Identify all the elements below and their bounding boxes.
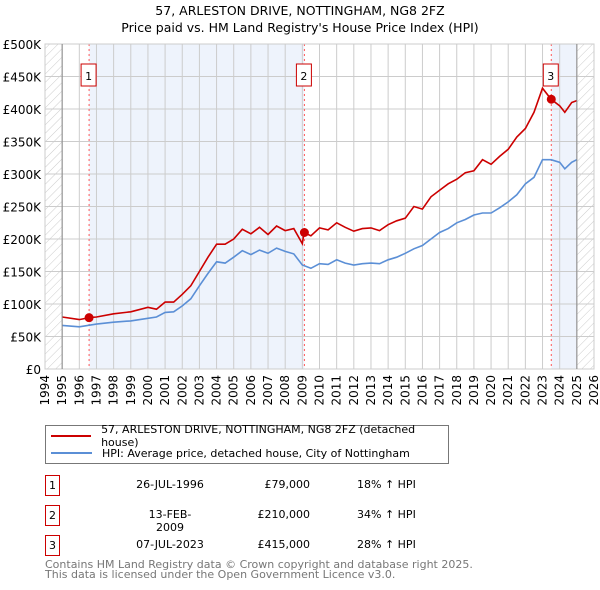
sale-point xyxy=(546,94,556,104)
plot-area: 1 2 3 £0 £50K £100K £150K £200K £250K £300K £350K £… xyxy=(3,38,600,406)
x-tick-label: 2023 xyxy=(536,375,550,406)
sale-label-box xyxy=(542,63,559,87)
x-tick-label: 2008 xyxy=(278,375,292,406)
x-tick-label: 1995 xyxy=(55,375,69,406)
x-tick-label: 2003 xyxy=(192,375,206,406)
sale-price: £210,000 xyxy=(257,508,311,521)
sale-point xyxy=(299,228,309,237)
sale-label: 1 xyxy=(85,70,92,83)
sale-date: 26-JUL-1996 xyxy=(136,478,204,491)
x-tick-label: 2022 xyxy=(518,375,532,406)
y-tick-label: £200K xyxy=(3,233,43,247)
sale-price: £79,000 xyxy=(264,478,311,491)
sale-marker: 3 xyxy=(45,535,60,556)
legend-item-property: 57, ARLESTON DRIVE, NOTTINGHAM, NG8 2FZ … xyxy=(51,423,448,449)
y-tick-label: £150K xyxy=(3,266,43,280)
y-tick-label: £350K xyxy=(3,136,43,150)
legend-item-hpi: HPI: Average price, detached house, City… xyxy=(51,446,410,460)
chart-subtitle: Price paid vs. HM Land Registry's House … xyxy=(121,20,479,35)
x-tick-label: 2025 xyxy=(570,375,584,406)
legend-label: 57, ARLESTON DRIVE, NOTTINGHAM, NG8 2FZ … xyxy=(101,423,416,449)
sale-label: 3 xyxy=(547,70,554,83)
x-tick-label: 2009 xyxy=(295,375,309,406)
sale-label: 2 xyxy=(300,70,307,83)
x-tick-label: 2017 xyxy=(433,375,447,406)
footer: Contains HM Land Registry data © Crown c… xyxy=(45,558,473,581)
legend-swatch-red xyxy=(51,435,92,437)
sale-date: 07-JUL-2023 xyxy=(136,538,204,551)
x-tick-label: 2011 xyxy=(330,375,344,406)
sale-marker: 1 xyxy=(45,475,60,496)
sale-hpi: 18% ↑ HPI xyxy=(357,478,416,491)
x-tick-label: 2001 xyxy=(158,375,172,406)
x-tick-label: 2013 xyxy=(364,375,378,406)
x-tick-label: 2006 xyxy=(244,375,258,406)
legend-swatch-blue xyxy=(51,452,92,454)
y-tick-label: £50K xyxy=(10,331,42,345)
series-line xyxy=(62,158,578,328)
x-tick-label: 2007 xyxy=(261,375,275,406)
x-tick-label: 1997 xyxy=(89,375,103,406)
sale-hpi: 34% ↑ HPI xyxy=(357,508,416,521)
x-tick-label: 1999 xyxy=(124,375,138,406)
sale-date: 13-FEB-2009 xyxy=(148,508,192,534)
x-tick-label: 2019 xyxy=(467,375,481,406)
y-tick-label: £500K xyxy=(3,38,43,52)
x-tick-label: 2024 xyxy=(553,375,567,406)
x-tick-label: 1998 xyxy=(107,375,121,406)
x-tick-label: 2020 xyxy=(484,375,498,406)
x-tick-label: 2005 xyxy=(227,375,241,406)
x-tick-label: 1994 xyxy=(38,375,52,406)
y-tick-label: £250K xyxy=(3,201,43,215)
series-line xyxy=(62,86,578,321)
y-tick-label: £300K xyxy=(3,168,43,182)
sale-label-box xyxy=(295,63,312,87)
y-tick-label: £400K xyxy=(3,103,43,117)
x-tick-label: 2021 xyxy=(501,375,515,406)
y-tick-label: £450K xyxy=(3,71,43,85)
x-tick-label: 2004 xyxy=(210,375,224,406)
sale-label-box xyxy=(80,63,97,87)
x-tick-label: 2012 xyxy=(347,375,361,406)
footer-line: Contains HM Land Registry data © Crown c… xyxy=(45,558,473,571)
x-tick-label: 2014 xyxy=(381,375,395,406)
x-tick-label: 2010 xyxy=(313,375,327,406)
x-tick-label: 2002 xyxy=(175,375,189,406)
legend: 57, ARLESTON DRIVE, NOTTINGHAM, NG8 2FZ … xyxy=(45,423,449,464)
y-tick-label: £100K xyxy=(3,298,43,312)
y-tick-label: £0 xyxy=(26,363,41,377)
plot-border xyxy=(44,43,595,370)
footer-line: This data is licensed under the Open Gov… xyxy=(45,568,396,581)
chart-title: 57, ARLESTON DRIVE, NOTTINGHAM, NG8 2FZ xyxy=(155,3,445,18)
x-tick-label: 2015 xyxy=(398,375,412,406)
x-tick-label: 1996 xyxy=(72,375,86,406)
sale-price: £415,000 xyxy=(257,538,311,551)
x-tick-label: 2000 xyxy=(141,375,155,406)
sale-marker: 2 xyxy=(45,505,60,526)
x-tick-label: 2026 xyxy=(587,375,600,406)
x-tick-label: 2018 xyxy=(450,375,464,406)
sale-hpi: 28% ↑ HPI xyxy=(357,538,416,551)
x-tick-label: 2016 xyxy=(415,375,429,406)
sale-point xyxy=(84,313,94,323)
legend-label: HPI: Average price, detached house, City… xyxy=(102,446,410,460)
